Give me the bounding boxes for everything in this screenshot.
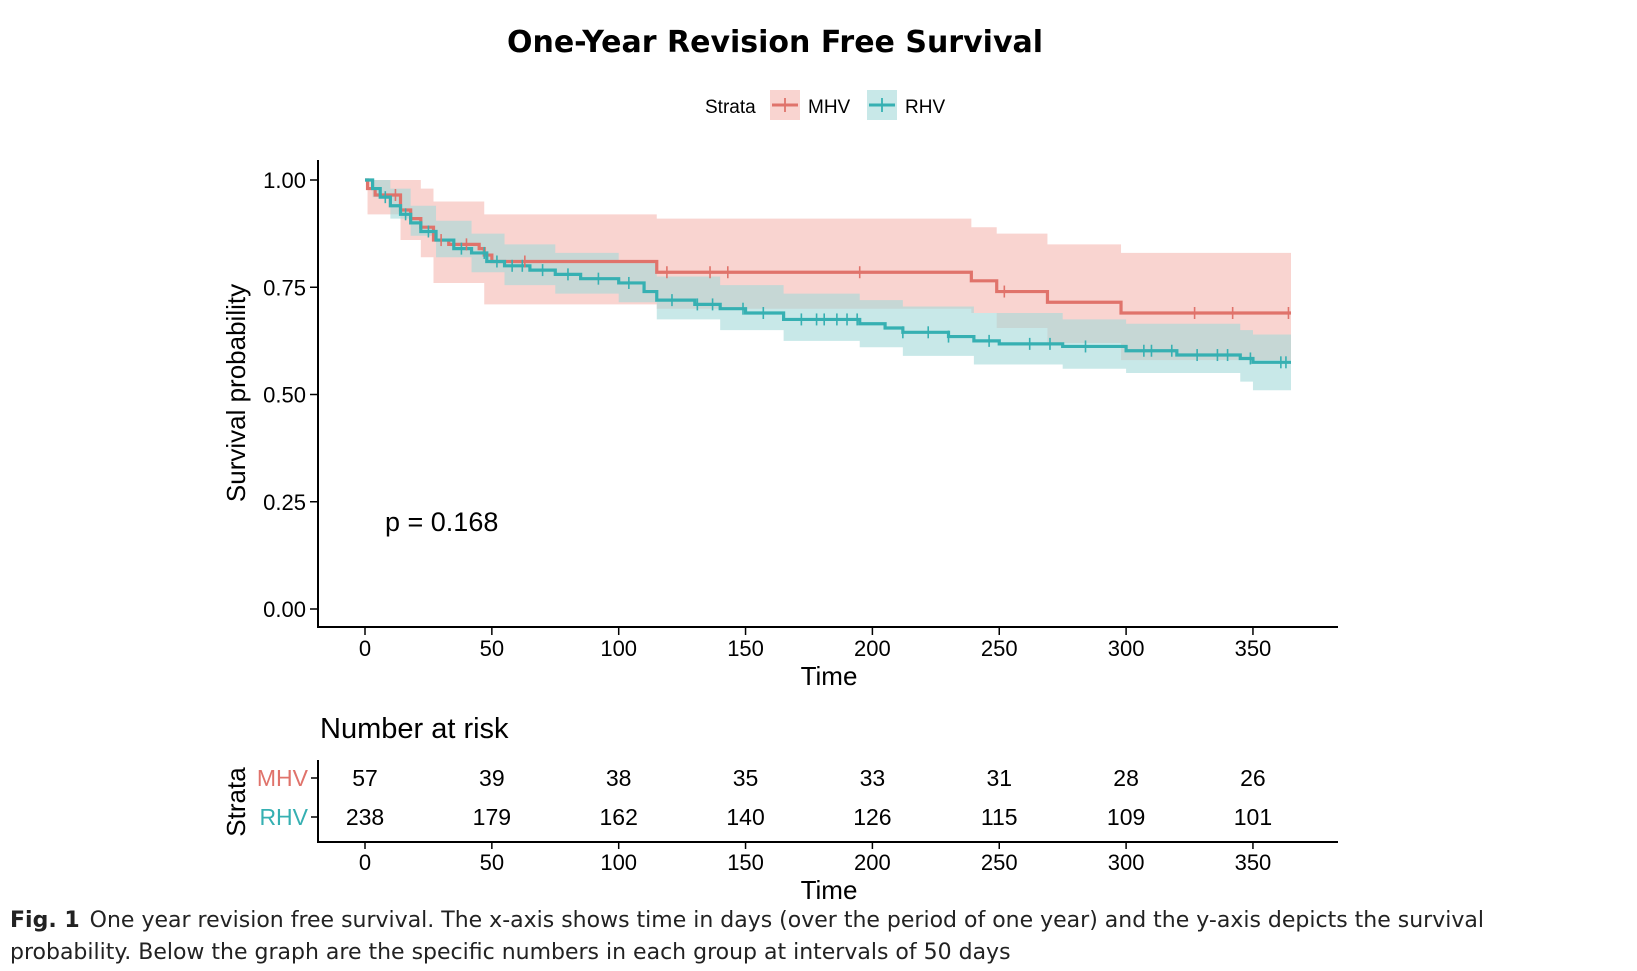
risk-cell-rhv: 101 <box>1234 804 1272 830</box>
risk-table-title: Number at risk <box>320 713 509 745</box>
y-tick-label: 0.00 <box>263 597 306 622</box>
risk-x-tick-label: 250 <box>981 850 1018 875</box>
x-tick-label: 350 <box>1235 636 1272 661</box>
x-tick-label: 100 <box>600 636 637 661</box>
legend-label-rhv: RHV <box>905 97 945 118</box>
risk-cell-mhv: 38 <box>606 765 632 791</box>
legend-title: Strata <box>705 97 756 118</box>
risk-row-label-mhv: MHV <box>257 765 309 791</box>
risk-cell-rhv: 140 <box>726 804 764 830</box>
risk-cell-rhv: 179 <box>473 804 511 830</box>
risk-table-ylabel: Strata <box>221 767 251 837</box>
y-tick-label: 0.50 <box>263 383 306 408</box>
risk-cell-rhv: 109 <box>1107 804 1145 830</box>
risk-x-tick-label: 50 <box>480 850 504 875</box>
legend-label-mhv: MHV <box>808 97 851 118</box>
risk-cell-mhv: 57 <box>352 765 378 791</box>
risk-table: Number at risk Strata MHV 57 39 38 35 33 31 28 2… <box>221 713 1338 900</box>
x-tick-label: 150 <box>727 636 764 661</box>
risk-cell-mhv: 28 <box>1113 765 1139 791</box>
survival-curve-rhv <box>365 178 1292 364</box>
x-tick-label: 300 <box>1108 636 1145 661</box>
risk-cell-mhv: 31 <box>986 765 1012 791</box>
risk-x-tick-label: 300 <box>1108 850 1145 875</box>
caption-text: One year revision free survival. The x-a… <box>10 908 1484 965</box>
y-tick-label: 1.00 <box>263 168 306 193</box>
chart-title: One-Year Revision Free Survival <box>507 25 1043 60</box>
risk-x-tick-label: 0 <box>359 850 371 875</box>
risk-row-label-rhv: RHV <box>259 804 308 830</box>
risk-cell-rhv: 115 <box>981 804 1018 830</box>
risk-cell-mhv: 39 <box>479 765 505 791</box>
risk-cell-mhv: 26 <box>1240 765 1266 791</box>
y-tick-label: 0.25 <box>263 490 306 515</box>
legend: Strata MHV RHV <box>705 90 945 120</box>
risk-cell-rhv: 126 <box>853 804 891 830</box>
survival-curve-mhv <box>365 178 1292 315</box>
x-tick-label: 50 <box>480 636 504 661</box>
ci-band-rhv <box>365 180 1292 391</box>
risk-x-tick-label: 150 <box>727 850 764 875</box>
risk-cell-rhv: 162 <box>600 804 638 830</box>
risk-x-axis-label: Time <box>801 875 858 900</box>
survival-figure: One-Year Revision Free Survival Strata M… <box>221 25 1338 900</box>
p-value-annotation: p = 0.168 <box>385 507 498 537</box>
risk-x-tick-label: 100 <box>600 850 637 875</box>
x-axis-label: Time <box>801 661 858 691</box>
plot-area: 0.00 0.25 0.50 0.75 1.00 0 50 100 150 200 250 300 3… <box>221 160 1338 691</box>
y-tick-label: 0.75 <box>263 275 306 300</box>
x-tick-label: 200 <box>854 636 891 661</box>
risk-x-tick-label: 350 <box>1235 850 1272 875</box>
risk-cell-mhv: 35 <box>733 765 759 791</box>
y-axis-label: Survival probability <box>221 284 251 502</box>
risk-x-tick-label: 200 <box>854 850 891 875</box>
figure-caption: Fig. 1 One year revision free survival. T… <box>10 905 1570 969</box>
caption-label: Fig. 1 <box>10 908 80 933</box>
x-tick-label: 250 <box>981 636 1018 661</box>
x-tick-label: 0 <box>359 636 371 661</box>
risk-cell-mhv: 33 <box>860 765 886 791</box>
risk-cell-rhv: 238 <box>346 804 384 830</box>
